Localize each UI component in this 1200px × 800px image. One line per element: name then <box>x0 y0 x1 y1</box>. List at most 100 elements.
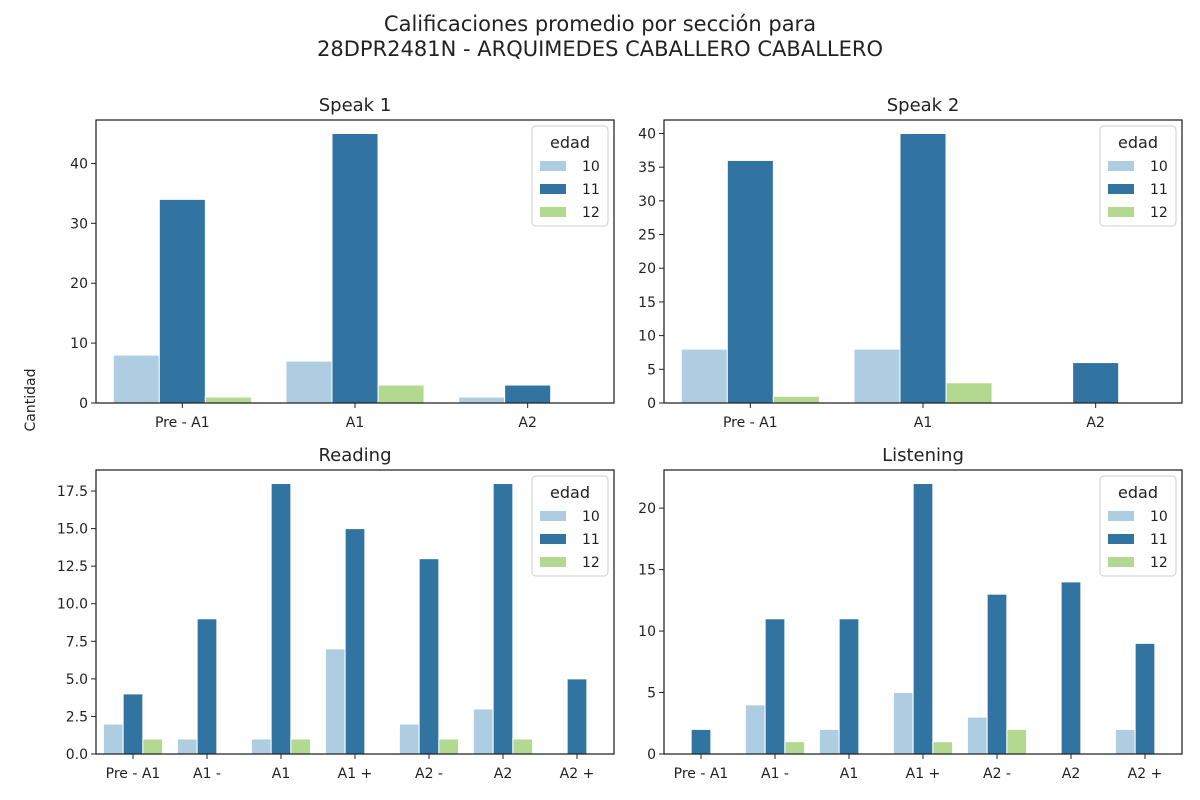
y-tick-label: 15.0 <box>57 522 88 538</box>
bar-a2-edad-11 <box>986 593 1008 755</box>
legend-label-11: 11 <box>582 182 600 198</box>
legend-swatch-12 <box>1108 557 1134 567</box>
x-tick-label: A1 - <box>193 766 221 782</box>
legend-label-11: 11 <box>1150 182 1168 198</box>
legend-swatch-11 <box>540 184 566 194</box>
legend-swatch-12 <box>540 207 566 217</box>
y-tick-label: 10 <box>638 329 656 345</box>
x-tick-label: A2 <box>1086 415 1104 431</box>
y-tick-label: 10 <box>70 336 88 352</box>
bar-a2-edad-11 <box>418 558 440 755</box>
bar-a1-edad-10 <box>744 704 766 755</box>
bar-pre-a1-edad-10 <box>112 354 160 404</box>
bar-a2-edad-10 <box>398 723 420 755</box>
bar-a1-edad-11 <box>270 483 292 755</box>
legend-swatch-12 <box>1108 207 1134 217</box>
chart-title: Speak 1 <box>319 95 392 116</box>
legend: edad 10 11 12 <box>531 125 609 227</box>
bar-a1-edad-11 <box>196 618 218 755</box>
y-tick-label: 15 <box>638 563 656 579</box>
legend-title: edad <box>550 483 590 502</box>
x-tick-label: A2 + <box>560 766 595 782</box>
bar-a2-edad-10 <box>1114 728 1136 755</box>
bar-a1-edad-12 <box>784 741 806 755</box>
chart-speak-1: Speak 1 0 10 20 30 40 Pre - A1 A1 A2 edad 10 11 12 <box>70 95 615 431</box>
bar-a1-edad-11 <box>764 618 786 755</box>
y-tick-label: 35 <box>638 160 656 176</box>
legend-label-10: 10 <box>582 159 600 175</box>
y-tick-label: 0 <box>647 747 656 763</box>
legend-swatch-12 <box>540 557 566 567</box>
bar-a2-edad-12 <box>1006 728 1028 755</box>
legend-label-10: 10 <box>1150 159 1168 175</box>
y-tick-label: 17.5 <box>57 484 88 500</box>
bar-a2-edad-11 <box>504 384 552 404</box>
bar-a1-edad-11 <box>331 132 379 404</box>
x-tick-label: A1 <box>840 766 858 782</box>
bar-a1-edad-11 <box>912 483 934 755</box>
x-tick-label: A2 <box>494 766 512 782</box>
y-tick-label: 0.0 <box>66 747 88 763</box>
legend-swatch-10 <box>1108 161 1134 171</box>
legend-frame <box>531 475 609 577</box>
x-tick-label: A1 <box>346 415 364 431</box>
legend-swatch-10 <box>540 161 566 171</box>
x-tick-label: Pre - A1 <box>155 415 210 431</box>
plot-frame <box>663 119 1183 404</box>
x-tick-label: A2 - <box>983 766 1011 782</box>
legend-label-12: 12 <box>1150 555 1168 571</box>
legend-label-11: 11 <box>1150 532 1168 548</box>
bar-pre-a1-edad-11 <box>690 728 712 755</box>
y-tick-label: 7.5 <box>66 634 88 650</box>
x-tick-label: A1 - <box>761 766 789 782</box>
bar-a1-edad-11 <box>899 132 947 404</box>
bar-a2-edad-10 <box>472 708 494 755</box>
y-tick-label: 0 <box>79 396 88 412</box>
x-tick-label: A2 + <box>1128 766 1163 782</box>
chart-title: Reading <box>318 445 391 466</box>
x-tick-label: A2 <box>1062 766 1080 782</box>
plot-frame <box>95 119 615 404</box>
y-tick-label: 10 <box>638 624 656 640</box>
legend-swatch-11 <box>1108 534 1134 544</box>
legend: edad 10 11 12 <box>531 475 609 577</box>
legend-label-11: 11 <box>582 532 600 548</box>
figure-title: Calificaciones promedio por sección para… <box>0 12 1200 62</box>
legend-title: edad <box>1118 133 1158 152</box>
x-tick-label: A1 + <box>338 766 373 782</box>
y-tick-label: 15 <box>638 295 656 311</box>
y-tick-label: 20 <box>638 261 656 277</box>
y-tick-label: 12.5 <box>57 559 88 575</box>
bar-a1-edad-12 <box>290 738 312 755</box>
y-tick-label: 20 <box>638 501 656 517</box>
bar-pre-a1-edad-12 <box>772 395 820 404</box>
plot-frame <box>95 469 615 755</box>
legend-swatch-11 <box>1108 184 1134 194</box>
legend-swatch-11 <box>540 534 566 544</box>
legend: edad 10 11 12 <box>1099 125 1177 227</box>
bar-a1-edad-12 <box>945 382 993 404</box>
y-tick-label: 5 <box>647 686 656 702</box>
bar-a1-edad-10 <box>285 360 333 404</box>
legend-label-12: 12 <box>582 205 600 221</box>
bar-a1-edad-10 <box>250 738 272 755</box>
y-tick-label: 25 <box>638 228 656 244</box>
chart-speak-2: Speak 2 0 5 10 15 20 25 30 35 40 Pre - A1 A1 A2 edad 1… <box>638 95 1183 431</box>
bar-a1-edad-10 <box>853 348 901 404</box>
bar-pre-a1-edad-11 <box>726 159 774 404</box>
chart-listening: Listening 0 5 10 15 20 Pre - A1 A1 - A1 A1 + A2 - A… <box>638 445 1183 782</box>
bar-a1-edad-11 <box>344 528 366 755</box>
bar-a1-edad-10 <box>176 738 198 755</box>
figure-title-line-2: 28DPR2481N - ARQUIMEDES CABALLERO CABALL… <box>317 37 883 61</box>
bar-a2-edad-11 <box>492 483 514 755</box>
bar-pre-a1-edad-11 <box>158 198 206 404</box>
legend-label-10: 10 <box>1150 509 1168 525</box>
legend-label-12: 12 <box>1150 205 1168 221</box>
bar-a1-edad-12 <box>932 741 954 755</box>
chart-title: Listening <box>882 445 964 466</box>
y-tick-label: 2.5 <box>66 709 88 725</box>
bar-a2-edad-11 <box>1134 642 1156 755</box>
bar-a1-edad-12 <box>377 384 425 404</box>
x-tick-label: Pre - A1 <box>723 415 778 431</box>
